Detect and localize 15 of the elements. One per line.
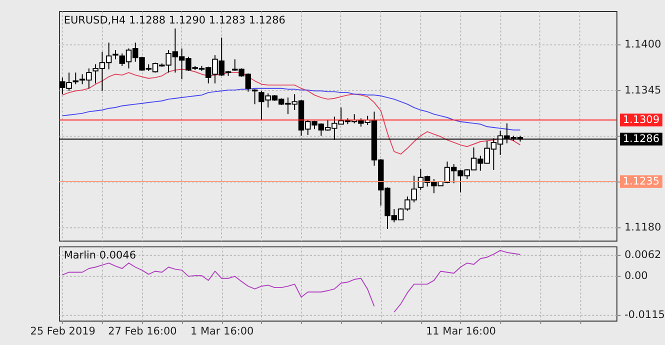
y-tick-label: 1.1345	[624, 84, 662, 96]
x-tick-label: 1 Mar 16:00	[190, 325, 254, 338]
x-tick-label: 27 Feb 16:00	[108, 325, 177, 338]
ref-line-label: 1.1286	[622, 132, 660, 145]
y-tick-label: 0.00	[624, 270, 648, 282]
y-tick-label: 0.0062	[624, 248, 662, 261]
x-tick-label: 11 Mar 16:00	[426, 325, 496, 338]
y-tick-label: 1.1180	[624, 222, 662, 234]
y-tick-label: -0.0115	[624, 309, 665, 322]
ref-line-label: 1.1309	[622, 114, 660, 126]
x-tick-label: 25 Feb 2019	[30, 325, 96, 338]
chart-title: EURUSD,H4 1.1288 1.1290 1.1283 1.1286	[64, 14, 286, 26]
chart-title: Marlin 0.0046	[64, 250, 136, 262]
ref-line-label: 1.1235	[622, 175, 660, 188]
y-tick-label: 1.1400	[624, 38, 662, 51]
